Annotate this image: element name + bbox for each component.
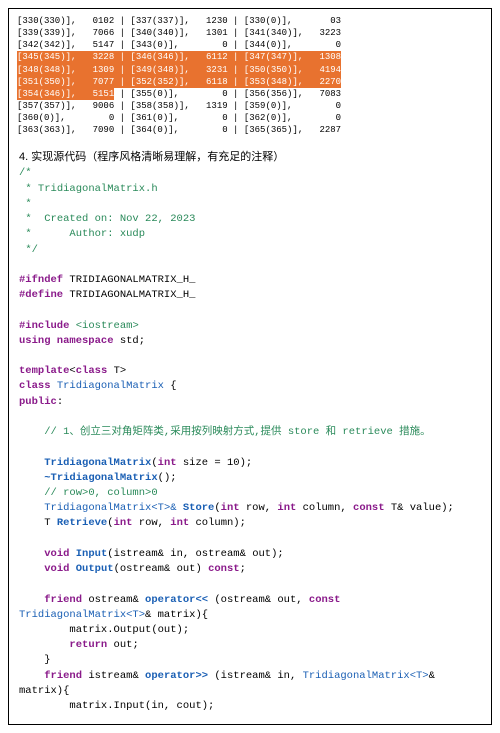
table-row: [360(0)], 0 | [361(0)], 0 | [362(0)], 0 [17,112,483,124]
code-listing: /* * TridiagonalMatrix.h * * Created on:… [9,166,491,724]
table-row: [345(345)], 3228 | [346(346)], 6112 | [3… [17,51,483,63]
void-2: void [44,563,69,575]
define-kw: #define [19,289,63,301]
class-name: TridiagonalMatrix [57,380,164,392]
std: std; [120,335,145,347]
output-fn: Output [76,563,114,575]
using-kw: using namespace [19,335,114,347]
class-kw-tpl: class [76,365,108,377]
dtor: ~TridiagonalMatrix [44,472,157,484]
ifndef-kw: #ifndef [19,274,63,286]
ctor: TridiagonalMatrix [44,457,151,469]
void-1: void [44,548,69,560]
angle-close: > [120,365,126,377]
template-kw: template [19,365,69,377]
return-1: return [69,639,107,651]
table-row: [363(363)], 7090 | [364(0)], 0 | [365(36… [17,124,483,136]
document-page: [330(330)], 0102 | [337(337)], 1230 | [3… [8,8,492,725]
table-row: [339(339)], 7066 | [340(340)], 1301 | [3… [17,27,483,39]
table-row: [348(348)], 1309 | [349(348)], 3231 | [3… [17,64,483,76]
friend-1: friend [44,594,82,606]
op-extract: operator>> [145,670,208,682]
table-row: [330(330)], 0102 | [337(337)], 1230 | [3… [17,15,483,27]
rowcol-comment: // row>0, column>0 [44,487,157,499]
class-kw: class [19,380,51,392]
include-header: <iostream> [76,320,139,332]
data-table: [330(330)], 0102 | [337(337)], 1230 | [3… [9,9,491,144]
table-row: [342(342)], 5147 | [343(0)], 0 | [344(0)… [17,39,483,51]
comment-block: /* * TridiagonalMatrix.h * * Created on:… [19,167,195,255]
table-row: [354(346)], 5151 | [355(0)], 0 | [356(35… [17,88,483,100]
store-fn: Store [183,502,215,514]
ctor-sig: (int size = 10); [151,457,252,469]
include-kw: #include [19,320,69,332]
op-insert: operator<< [145,594,208,606]
input-fn: Input [76,548,108,560]
table-row: [351(350)], 7077 | [352(352)], 6118 | [3… [17,76,483,88]
guard-1: TRIDIAGONALMATRIX_H_ [69,274,195,286]
friend-2: friend [44,670,82,682]
dtor-sig: (); [158,472,177,484]
retrieve-fn: Retrieve [57,517,107,529]
section-heading: 4. 实现源代码（程序风格清晰易理解，有充足的注释） [9,144,491,166]
guard-2: TRIDIAGONALMATRIX_H_ [69,289,195,301]
store-ret: TridiagonalMatrix<T>& [44,502,183,514]
cls-ref-2: TridiagonalMatrix<T> [303,670,429,682]
table-row: [357(357)], 9006 | [358(358)], 1319 | [3… [17,100,483,112]
cn-comment: // 1、创立三对角矩阵类,采用按列映射方式,提供 store 和 retrie… [44,426,430,438]
out-1: out; [107,639,139,651]
cls-ref-1: TridiagonalMatrix<T> [19,609,145,621]
public-kw: public [19,396,57,408]
